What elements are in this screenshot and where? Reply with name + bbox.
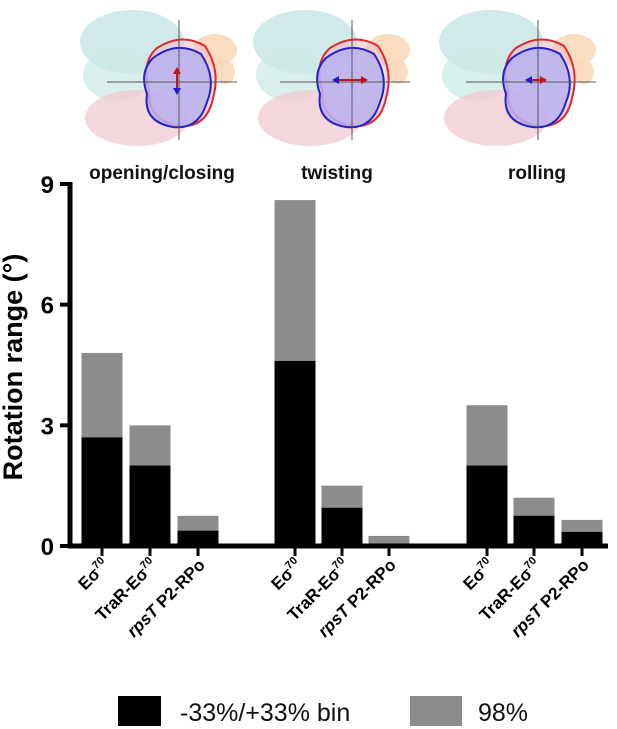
structure-thumbnail-1 bbox=[253, 10, 410, 146]
bar-bin33-0-0 bbox=[81, 437, 123, 546]
y-tick-label: 0 bbox=[41, 534, 54, 561]
group-title-1: twisting bbox=[301, 163, 373, 184]
y-tick-label: 6 bbox=[41, 293, 54, 320]
structure-thumbnail-2 bbox=[439, 10, 596, 146]
category-label-1-0: Eσ70 bbox=[267, 555, 306, 594]
legend-swatch-bin bbox=[118, 696, 161, 726]
rotation-arrow-icon bbox=[525, 76, 547, 84]
legend-label-bin: -33%/+33% bin bbox=[180, 699, 350, 727]
legend-swatch-98 bbox=[410, 696, 462, 726]
y-tick-label: 9 bbox=[41, 172, 54, 199]
group-titles: opening/closing twisting rolling bbox=[89, 163, 566, 184]
group-title-0: opening/closing bbox=[89, 163, 235, 184]
legend-label-98: 98% bbox=[478, 699, 528, 727]
bar-bin33-2-1 bbox=[513, 515, 555, 546]
group-title-2: rolling bbox=[508, 163, 566, 184]
category-label-0-0: Eσ70 bbox=[74, 555, 113, 594]
y-axis-label: Rotation range (°) bbox=[0, 254, 28, 481]
bar-bin33-1-0 bbox=[274, 360, 316, 546]
bar-range98-1-2 bbox=[368, 535, 410, 546]
bar-bin33-0-2 bbox=[177, 530, 219, 546]
legend: -33%/+33% bin 98% bbox=[118, 696, 528, 727]
structure-thumbnails bbox=[80, 10, 596, 146]
bar-bin33-2-0 bbox=[466, 465, 508, 546]
structure-thumbnail-0 bbox=[80, 10, 237, 146]
category-label-2-0: Eσ70 bbox=[459, 555, 498, 594]
y-tick-label: 3 bbox=[41, 413, 54, 440]
rotation-arrow-icon bbox=[173, 67, 181, 95]
rotation-arrow-icon bbox=[332, 76, 368, 84]
bar-bin33-0-1 bbox=[129, 465, 171, 546]
bar-bin33-1-1 bbox=[321, 507, 363, 546]
bar-bin33-2-2 bbox=[561, 531, 603, 546]
plot-area: 0 3 6 9 Rotation range (°) bbox=[0, 172, 608, 561]
